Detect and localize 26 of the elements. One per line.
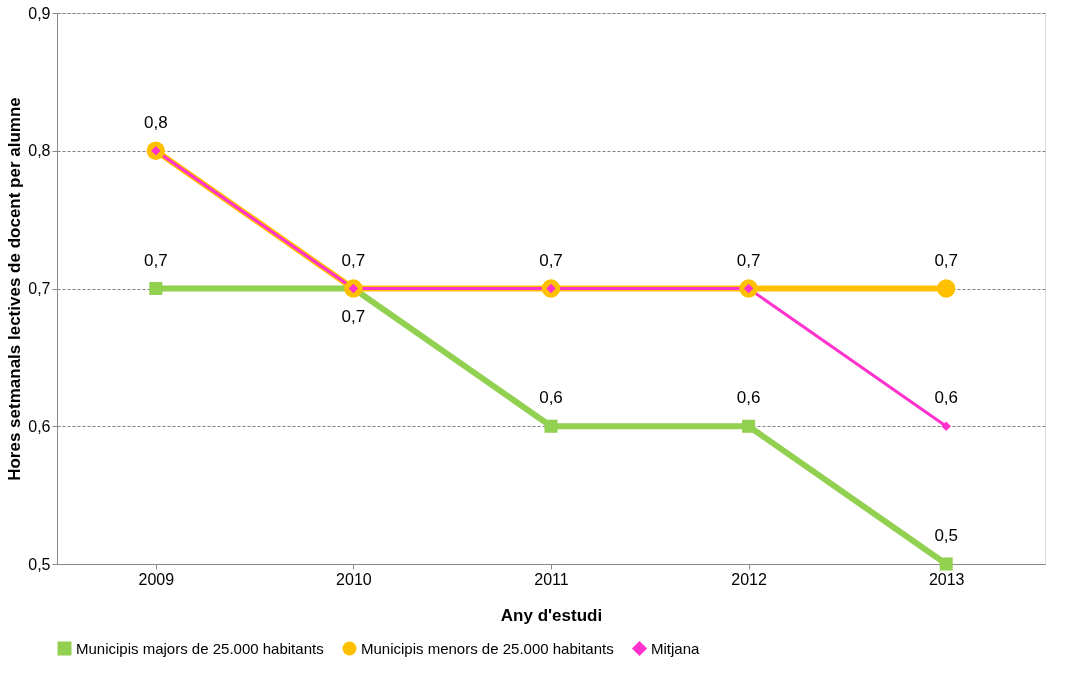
legend-label: Mitjana	[651, 639, 701, 657]
x-tick-label: 2010	[336, 570, 372, 588]
x-tick-label: 2011	[534, 570, 569, 588]
data-label: 0,7	[143, 250, 168, 270]
data-label: 0,7	[341, 250, 366, 270]
data-label: 0,8	[143, 112, 168, 132]
x-tick-label: 2012	[731, 570, 767, 588]
data-label: 0,7	[539, 250, 563, 270]
data-label: 0,7	[341, 306, 366, 326]
y-axis-title: Hores setmanals lectives de docent per alumne	[5, 97, 25, 481]
x-tick-label: 2013	[928, 570, 965, 588]
legend-label: Municipis menors de 25.000 habitants	[361, 639, 614, 657]
y-tick-label: 0,8	[28, 142, 51, 160]
data-label: 0,7	[934, 250, 959, 270]
y-tick-label: 0,5	[28, 555, 51, 573]
legend-label: Municipis majors de 25.000 habitants	[76, 639, 324, 657]
y-tick-label: 0,9	[28, 4, 51, 22]
data-label: 0,6	[539, 388, 563, 408]
data-label: 0,6	[934, 388, 959, 408]
data-label: 0,7	[736, 250, 761, 270]
y-tick-label: 0,6	[28, 417, 51, 435]
y-tick-label: 0,7	[28, 280, 51, 297]
data-label: 0,5	[934, 526, 959, 545]
x-axis-title: Any d'estudi	[500, 605, 603, 625]
x-tick-label: 2009	[138, 570, 175, 588]
data-label: 0,6	[736, 388, 761, 408]
